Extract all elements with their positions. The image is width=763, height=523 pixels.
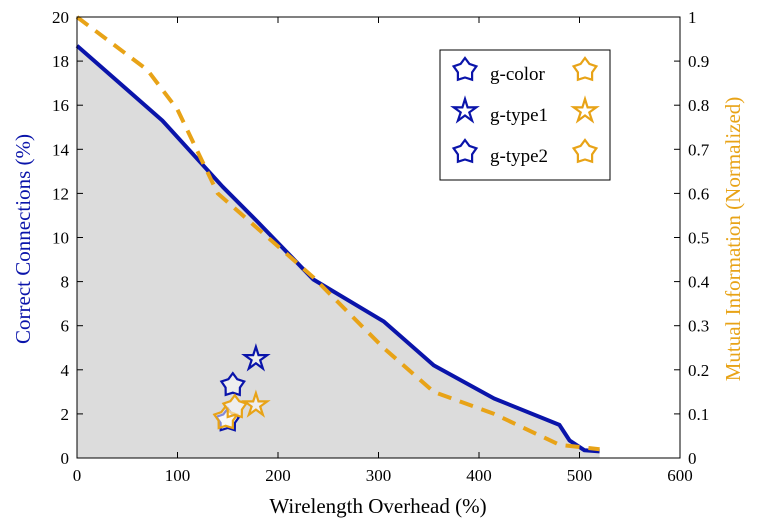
x-tick-label: 200 — [265, 466, 291, 485]
legend-symbol-g-type1-primary — [450, 95, 480, 124]
y-tick-label: 20 — [52, 8, 69, 27]
y-tick-label: 4 — [61, 361, 70, 380]
y2-tick-label: 0.4 — [688, 273, 710, 292]
legend-symbol-g-type2-primary — [451, 138, 479, 164]
legend-label-g-color: g-color — [490, 64, 546, 85]
legend-label-g-type2: g-type2 — [490, 146, 548, 167]
legend: g-color g-type1 g-type2 — [439, 49, 611, 181]
x-tick-label: 500 — [567, 466, 593, 485]
y2-tick-label: 0.9 — [688, 52, 709, 71]
legend-symbol-g-type1-secondary — [570, 95, 600, 124]
legend-symbol-g-type2-secondary — [571, 138, 599, 164]
y2-tick-label: 0.1 — [688, 405, 709, 424]
marker-g-type2-left — [219, 371, 246, 397]
y2-tick-label: 0 — [688, 449, 697, 468]
x-axis-title: Wirelength Overhead (%) — [269, 494, 486, 518]
y2-axis-title: Mutual Information (Normalized) — [721, 97, 745, 382]
legend-symbols — [450, 56, 600, 164]
y-tick-label: 12 — [52, 184, 69, 203]
y-tick-label: 10 — [52, 229, 69, 248]
axes: 0 100 200 300 400 500 6000246810121416182000.1… — [52, 8, 710, 485]
x-tick-label: 300 — [366, 466, 392, 485]
x-tick-label: 100 — [165, 466, 191, 485]
y-tick-label: 16 — [52, 96, 69, 115]
y-tick-label: 14 — [52, 140, 70, 159]
series-0-line — [75, 44, 600, 454]
y2-tick-label: 0.8 — [688, 96, 709, 115]
y2-tick-label: 0.5 — [688, 229, 709, 248]
y2-tick-label: 0.2 — [688, 361, 709, 380]
y-tick-label: 8 — [61, 273, 70, 292]
series-0-area — [77, 45, 600, 458]
x-tick-label: 600 — [667, 466, 693, 485]
plot-area — [75, 15, 600, 458]
y2-tick-label: 1 — [688, 8, 697, 27]
y-tick-label: 2 — [61, 405, 70, 424]
marker-g-type1-right — [241, 389, 271, 418]
x-tick-label: 0 — [73, 466, 82, 485]
marker-g-type1-left — [241, 343, 271, 372]
y2-tick-label: 0.7 — [688, 140, 710, 159]
legend-label-g-type1: g-type1 — [490, 105, 548, 126]
legend-symbol-g-color-primary — [451, 56, 479, 82]
y-tick-label: 18 — [52, 52, 69, 71]
y-axis-title: Correct Connections (%) — [11, 134, 35, 344]
y-tick-label: 0 — [61, 449, 70, 468]
marker-g-type2-right — [221, 393, 248, 419]
x-tick-label: 400 — [466, 466, 492, 485]
legend-symbol-g-color-secondary — [571, 56, 599, 82]
y2-tick-label: 0.6 — [688, 184, 709, 203]
y-tick-label: 6 — [61, 317, 70, 336]
y2-tick-label: 0.3 — [688, 317, 709, 336]
